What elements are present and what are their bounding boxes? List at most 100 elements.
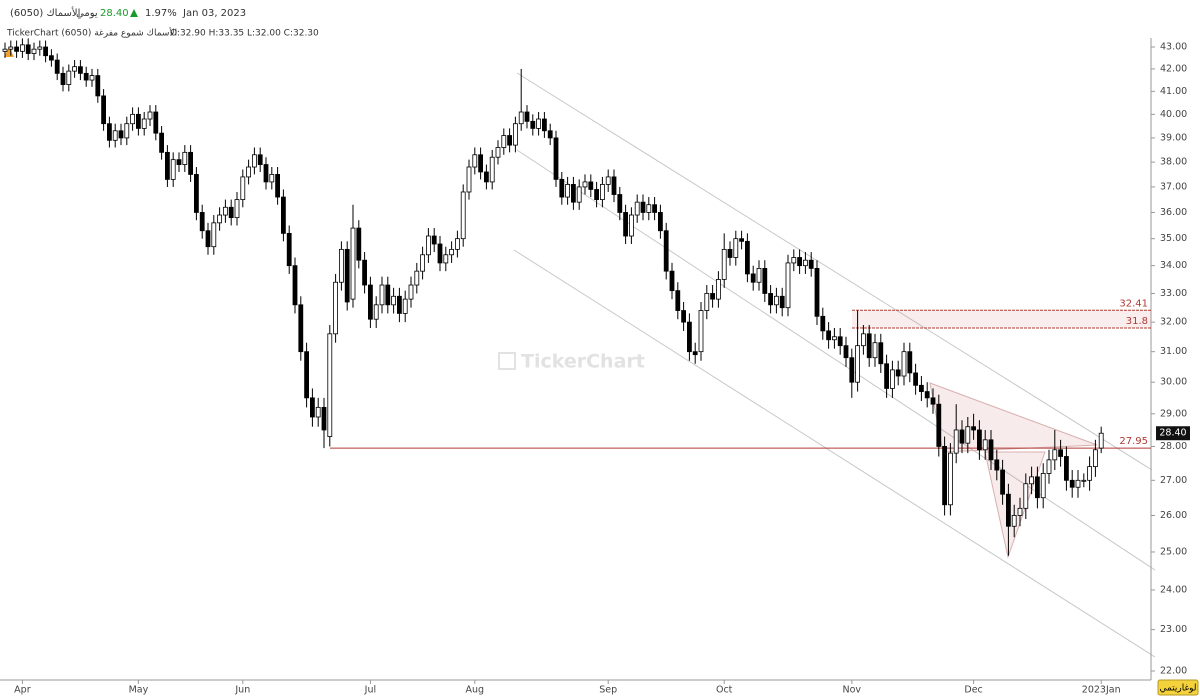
candle-body (977, 429, 982, 451)
y-tick-label: 29.00 (1160, 408, 1187, 419)
candle-body (1029, 476, 1034, 485)
candle-body (982, 439, 988, 451)
candle-body (454, 238, 460, 250)
candle-body (913, 372, 918, 386)
log-button[interactable] (1157, 679, 1199, 696)
candle-body (205, 230, 211, 248)
candle-body (524, 111, 530, 122)
candle-body (658, 212, 663, 232)
candle-body (60, 72, 66, 85)
y-tick-label: 43.00 (1160, 42, 1187, 53)
y-tick-label: 26.00 (1160, 510, 1187, 521)
plot: 22.00 23.00 24.00 25.00 26.00 27.00 28.00 29.00… (2, 38, 1190, 696)
candle-body (101, 95, 106, 125)
candle-body (222, 206, 228, 216)
candle-body (704, 293, 710, 311)
x-tick-label: Dec (964, 685, 982, 696)
y-tick-label: 27.00 (1160, 475, 1187, 486)
level-label: 31.8 (1126, 316, 1148, 327)
candle-body (391, 295, 397, 306)
candle-body (536, 118, 541, 129)
candle-body (414, 270, 420, 286)
level-label: 27.95 (1119, 436, 1148, 447)
candle-body (884, 363, 889, 389)
candle-body (1011, 515, 1017, 527)
candle-body (553, 137, 559, 180)
candle-body (959, 429, 965, 444)
candle-body (542, 118, 547, 132)
candle-body (396, 295, 402, 314)
log-button-label[interactable]: لوغاريتمي (1159, 684, 1196, 694)
candle-body (640, 201, 646, 213)
candle-body (275, 174, 281, 198)
candle-body (286, 232, 292, 267)
candle-body (861, 333, 866, 347)
y-tick-label: 34.00 (1160, 260, 1187, 271)
candle-body (246, 166, 252, 178)
candle-body (629, 214, 634, 237)
candle-body (66, 70, 72, 85)
y-tick-label: 31.00 (1160, 346, 1187, 357)
candle-body (576, 186, 582, 203)
candle-body (768, 293, 773, 306)
candle-body (797, 257, 802, 267)
candle-body (971, 426, 976, 431)
candle-body (687, 321, 692, 353)
x-tick-label: Apr (14, 685, 31, 696)
candle-body (1017, 507, 1023, 516)
y-tick-label: 23.00 (1160, 624, 1187, 635)
level-band (852, 310, 1151, 328)
candle-body (681, 310, 686, 323)
candle-body (54, 59, 60, 74)
x-tick-label: Sep (599, 685, 617, 696)
candle-body (1023, 483, 1029, 509)
candle-body (745, 240, 750, 275)
candle-body (646, 204, 652, 213)
candle-body (182, 151, 188, 165)
y-tick-label: 38.00 (1160, 157, 1187, 168)
candle-body (118, 130, 124, 139)
candle-body (1098, 432, 1104, 449)
candle-body (257, 154, 263, 165)
candle-body (217, 214, 223, 224)
watermark: TickerChart (521, 351, 645, 373)
candle-body (49, 55, 54, 61)
price: 28.40 (100, 8, 129, 19)
candle-body (141, 118, 147, 129)
candle-body (251, 154, 257, 168)
candle-body (1000, 469, 1005, 495)
candle-body (130, 113, 136, 125)
y-tick-label: 30.00 (1160, 377, 1187, 388)
x-tick-label: Nov (843, 685, 862, 696)
candle-body (385, 284, 391, 306)
candle-body (571, 184, 576, 203)
candle-body (710, 293, 715, 300)
candle-body (936, 403, 942, 447)
candle-body (872, 342, 878, 359)
candle-body (344, 248, 350, 303)
candle-body (379, 284, 385, 306)
candle-body (716, 279, 721, 300)
candle-body (600, 184, 605, 200)
candle-body (89, 75, 95, 81)
candle-body (1093, 449, 1098, 468)
date: Jan 03, 2023 (182, 8, 246, 19)
candle-body (634, 201, 640, 216)
change: 1.97% (145, 8, 177, 19)
candle-body (866, 333, 872, 359)
candle-body (240, 176, 246, 200)
alert-icon (4, 47, 14, 57)
last-price-label: 28.40 (1159, 428, 1186, 439)
candle-body (1006, 493, 1011, 527)
candle-body (443, 254, 449, 264)
candle-body (907, 351, 913, 374)
candle-body (211, 222, 217, 248)
candle-body (698, 310, 704, 353)
candle-body (1075, 479, 1081, 488)
candle-body (669, 270, 675, 292)
candle-body (1081, 479, 1087, 482)
up-arrow (130, 9, 138, 17)
candle-body (692, 351, 698, 356)
candle-body (269, 174, 275, 183)
candle-body (1069, 479, 1075, 488)
